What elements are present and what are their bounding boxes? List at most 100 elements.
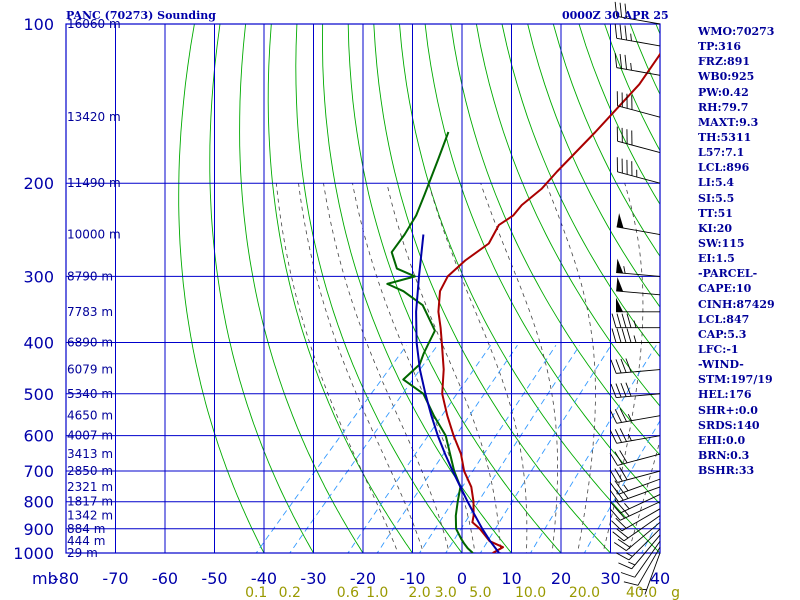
barb-full (615, 359, 622, 374)
height-label: 4007 m (67, 429, 113, 443)
barb-full (613, 542, 627, 551)
mixing-ratio-line (418, 345, 557, 553)
dry-adiabat (501, 24, 660, 358)
wind-barb (616, 297, 660, 313)
barb-staff (618, 478, 661, 495)
sounding-series (386, 52, 660, 553)
dry-adiabat (373, 24, 612, 553)
height-label: 13420 m (67, 110, 121, 124)
barb-full (623, 581, 639, 586)
wind-barb (613, 521, 661, 551)
wind-barb (610, 358, 661, 374)
wind-barb (615, 528, 661, 561)
height-label: 29 m (67, 546, 98, 560)
barb-full (611, 328, 617, 343)
barb-full (614, 451, 623, 465)
temperature-tick-label: -30 (300, 569, 326, 588)
wind-barb (616, 126, 661, 154)
dewpoint-line (386, 131, 474, 553)
barb-pennant (616, 213, 624, 229)
moist-adiabat (386, 183, 502, 553)
dry-adiabat (347, 24, 562, 553)
wind-barb (623, 546, 661, 586)
wind-barb (609, 450, 661, 466)
barb-half (627, 413, 632, 421)
mixing-ratio-label: 20.0 (569, 585, 600, 600)
index-item: TP:316 (698, 40, 742, 54)
index-item: EI:1.5 (698, 252, 735, 266)
barb-full (609, 410, 618, 424)
moist-adiabat (545, 183, 596, 553)
barb-half (623, 484, 629, 492)
height-label: 3413 m (67, 447, 113, 461)
temperature-tick-label: 40 (650, 569, 670, 588)
barb-full (609, 429, 618, 444)
barb-staff (617, 453, 661, 466)
barb-half (623, 266, 626, 274)
temperature-tick-label: 20 (551, 569, 571, 588)
index-item: TT:51 (698, 206, 733, 220)
wind-barb (618, 534, 661, 570)
barb-staff (637, 546, 661, 586)
index-item: -PARCEL- (698, 267, 758, 281)
barb-full (619, 428, 627, 442)
dry-adiabat-lines (178, 24, 660, 553)
barb-full (610, 383, 617, 398)
dry-adiabat (399, 24, 660, 553)
temperature-tick-label: -50 (201, 569, 227, 588)
temperature-tick-label: 10 (501, 569, 521, 588)
barb-full (614, 429, 622, 443)
wind-barb (609, 408, 661, 424)
wind-barb (614, 1, 661, 25)
barb-staff (623, 515, 661, 542)
barb-full (619, 450, 628, 464)
barb-staff (617, 470, 661, 483)
barb-full (624, 54, 627, 70)
plot-frame (65, 23, 661, 554)
dry-adiabat (450, 24, 660, 456)
mixing-ratio-label: 1.0 (366, 585, 388, 600)
barb-half (627, 433, 632, 441)
index-item: SW:115 (698, 236, 745, 250)
mixing-ratio-line (445, 345, 581, 553)
mixing-ratio-label: 0.6 (337, 585, 359, 600)
index-item: BRN:0.3 (698, 448, 750, 462)
height-label: 5340 m (67, 387, 113, 401)
barb-staff (616, 226, 661, 235)
temperature-line (437, 52, 660, 553)
barb-staff (616, 435, 661, 444)
indices-panel: WMO:70273 TP:316 FRZ:891 WB0:925 PW:0.42 RH:7… (698, 24, 775, 478)
barb-full (611, 520, 623, 532)
height-label: 4650 m (67, 409, 113, 423)
index-item: SHR+:0.0 (698, 403, 758, 417)
barb-full (616, 313, 622, 328)
moist-adiabat (298, 183, 424, 553)
temperature-tick-label: -70 (102, 569, 128, 588)
dry-adiabat (475, 24, 660, 407)
moist-adiabat (323, 183, 450, 553)
index-item: EHI:0.0 (698, 433, 746, 447)
barb-staff (619, 501, 661, 521)
dry-adiabat (295, 24, 463, 553)
temperature-tick-label: -80 (53, 569, 79, 588)
wind-barb (611, 328, 660, 343)
height-label: 884 m (67, 522, 105, 536)
barb-staff (626, 521, 661, 551)
grid-lines (65, 23, 661, 554)
height-label: 16060 m (67, 17, 121, 31)
mixing-ratio-lines (255, 345, 660, 553)
barb-full (626, 328, 632, 343)
index-item: SI:5.5 (698, 191, 735, 205)
barb-full (615, 517, 627, 529)
dry-adiabat (267, 24, 414, 553)
index-item: LCL:847 (698, 312, 750, 326)
index-item: L57:7.1 (698, 146, 745, 160)
barb-pennant (616, 277, 624, 292)
barb-staff (617, 140, 661, 154)
wind-barb (620, 540, 661, 578)
mixing-ratio-line (255, 345, 407, 553)
index-item: RH:79.7 (698, 100, 749, 114)
mixing-ratio-label: 0.1 (245, 585, 267, 600)
mixing-ratio-line (376, 345, 518, 553)
